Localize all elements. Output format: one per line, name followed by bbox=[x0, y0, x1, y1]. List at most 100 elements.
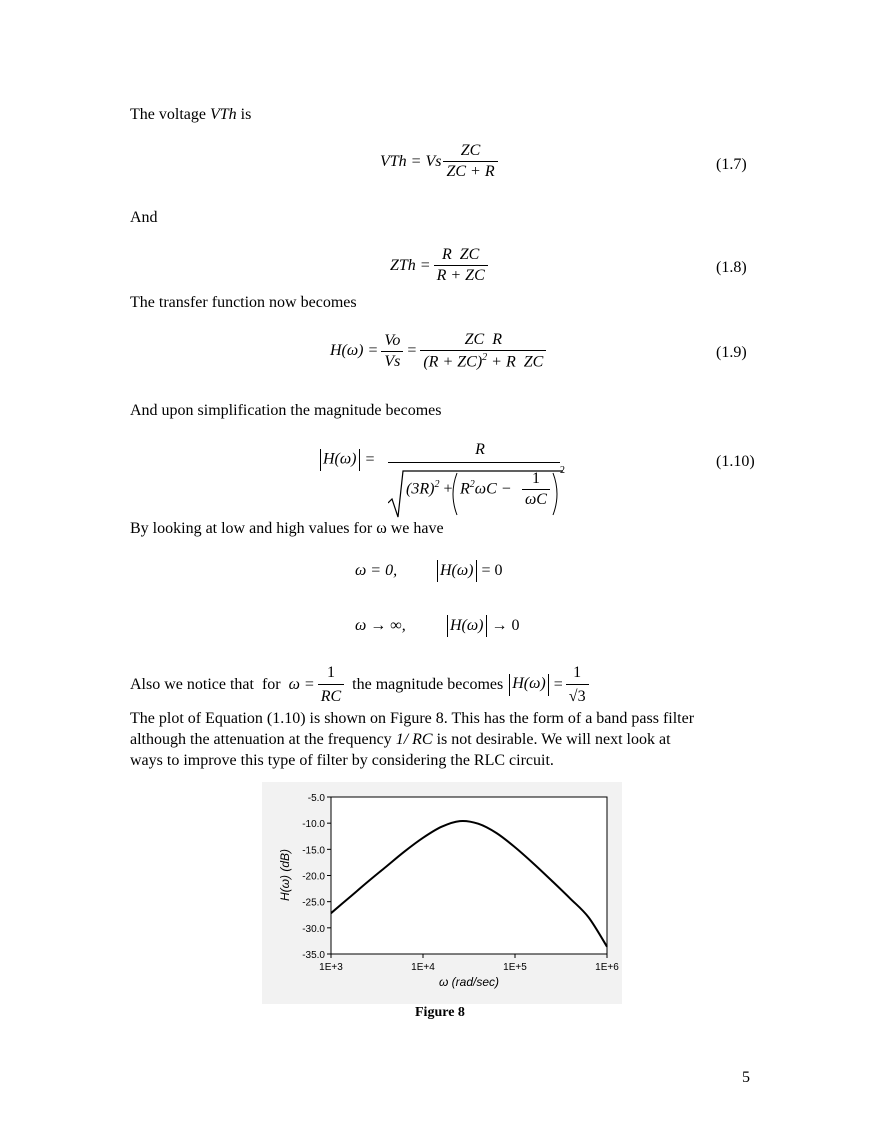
eq17-lhs: VTh = Vs bbox=[380, 152, 442, 170]
eq110-plus: + bbox=[439, 480, 453, 498]
inline-mag-equals: = bbox=[553, 676, 563, 693]
inline-mag-abs-bar-right bbox=[547, 673, 549, 696]
text-and: And bbox=[130, 209, 158, 226]
y-tick-label: -35.0 bbox=[302, 950, 325, 961]
eq19-equals: = bbox=[407, 342, 417, 360]
eq110-sqrt-sign bbox=[388, 470, 563, 518]
limit2-condition: ω → ∞, bbox=[355, 617, 406, 634]
x-axis-ticks: 1E+3 1E+4 1E+5 1E+6 bbox=[319, 954, 619, 973]
equation-1-8: ZTh = R ZC R + ZC bbox=[390, 246, 488, 285]
eq19-frac2-numerator: ZC R bbox=[464, 331, 502, 348]
equation-number-1-8: (1.8) bbox=[716, 259, 747, 276]
eq110-inner-numerator: 1 bbox=[531, 470, 540, 487]
limit1-abs-bar-left bbox=[437, 560, 438, 582]
eq110-abs-bar-right bbox=[358, 449, 360, 471]
eq110-fraction-line bbox=[388, 462, 560, 463]
eq110-right-paren bbox=[552, 472, 558, 516]
y-axis-label: H(ω) (dB) bbox=[278, 849, 292, 901]
limit1-result: = 0 bbox=[481, 562, 503, 579]
y-tick-label: -10.0 bbox=[302, 819, 325, 830]
also-middle: the magnitude becomes bbox=[352, 676, 504, 693]
eq110-lhs: H(ω) bbox=[323, 450, 357, 468]
eq110-numerator: R bbox=[475, 441, 485, 458]
inline-mag-lhs: H(ω) bbox=[512, 675, 546, 693]
para-line-2: although the attenuation at the frequenc… bbox=[130, 729, 770, 750]
eq110-den-part-a: (3R) bbox=[406, 480, 435, 498]
text-low-high: By looking at low and high values for ω … bbox=[130, 520, 444, 537]
eq18-fraction: R ZC R + ZC bbox=[433, 246, 488, 285]
x-tick-label: 1E+4 bbox=[411, 962, 435, 973]
eq110-den-part-c: ωC − bbox=[474, 480, 512, 498]
y-tick-label: -30.0 bbox=[302, 924, 325, 935]
y-tick-label: -15.0 bbox=[302, 845, 325, 856]
text-intro-vth: The voltage VTh is bbox=[130, 104, 251, 125]
eq19-lhs: H(ω) = bbox=[330, 342, 379, 360]
eq110-den-sup-1: 2 bbox=[434, 479, 440, 490]
limit2-abs-bar-left bbox=[447, 615, 448, 637]
eq110-den-part-b: R bbox=[460, 480, 470, 498]
eq110-inner-fraction: 1 ωC bbox=[522, 470, 550, 509]
eq110-left-paren bbox=[452, 472, 458, 516]
limit1-magnitude: H(ω) bbox=[440, 562, 474, 579]
eq19-den-part-b: + R ZC bbox=[487, 353, 544, 371]
eq18-denominator: R + ZC bbox=[433, 265, 488, 285]
inline-omega-fraction: 1 RC bbox=[317, 662, 345, 707]
inline-omega-numerator: 1 bbox=[326, 664, 335, 681]
equation-number-1-9: (1.9) bbox=[716, 344, 747, 361]
equation-1-7: VTh = Vs ZC ZC + R bbox=[380, 142, 498, 181]
inline-mag-abs-bar-left bbox=[509, 673, 511, 696]
inline-omega-lhs: ω = bbox=[288, 676, 315, 693]
eq19-den-part-a: (R + ZC) bbox=[423, 353, 483, 371]
x-axis-label: ω (rad/sec) bbox=[439, 975, 499, 989]
equation-1-9: H(ω) = Vo Vs = ZC R (R + ZC)2 + R ZC bbox=[330, 331, 547, 371]
text-also-notice: Also we notice that for ω = 1 RC the mag… bbox=[130, 662, 589, 707]
para-line-3: ways to improve this type of filter by c… bbox=[130, 752, 554, 769]
equation-1-10: H(ω) = R (3R)2 + R2ωC − 1 ωC 2 bbox=[318, 441, 565, 521]
series-line bbox=[330, 819, 608, 948]
eq110-equals: = bbox=[365, 450, 375, 468]
limit1-abs-bar-right bbox=[475, 560, 477, 582]
x-tick-label: 1E+5 bbox=[503, 962, 527, 973]
equation-number-1-7: (1.7) bbox=[716, 156, 747, 173]
eq110-denominator: (3R)2 + bbox=[406, 479, 452, 498]
eq19-fraction-1: Vo Vs bbox=[381, 331, 404, 371]
limit1-condition: ω = 0, bbox=[355, 562, 398, 579]
eq110-inner-denominator: ωC bbox=[522, 489, 550, 509]
eq19-frac2-denominator: (R + ZC)2 + R ZC bbox=[420, 350, 547, 371]
figure-caption: Figure 8 bbox=[415, 1005, 465, 1020]
y-tick-label: -5.0 bbox=[308, 793, 326, 804]
limit-omega-zero: ω = 0, H(ω) = 0 bbox=[355, 560, 503, 582]
eq19-frac1-denominator: Vs bbox=[381, 350, 404, 371]
paragraph-band-pass: The plot of Equation (1.10) is shown on … bbox=[130, 708, 770, 771]
y-tick-label: -25.0 bbox=[302, 898, 325, 909]
limit2-abs-bar-right bbox=[485, 615, 487, 637]
y-tick-label: -20.0 bbox=[302, 872, 325, 883]
eq18-numerator: R ZC bbox=[441, 246, 480, 263]
y-axis-ticks: -5.0 -10.0 -15.0 -20.0 -25.0 -30.0 -35.0 bbox=[302, 793, 331, 961]
eq17-denominator: ZC + R bbox=[443, 161, 498, 181]
inline-omega-denominator: RC bbox=[317, 684, 345, 707]
eq17-numerator: ZC bbox=[460, 142, 481, 159]
inline-mag-denominator: √3 bbox=[565, 684, 589, 707]
limit2-magnitude: H(ω) bbox=[450, 617, 484, 634]
eq19-den-superscript: 2 bbox=[482, 352, 488, 363]
intro-vth-variable: VTh bbox=[209, 106, 237, 123]
eq17-fraction: ZC ZC + R bbox=[443, 142, 498, 181]
inline-mag-fraction: 1 √3 bbox=[565, 662, 589, 707]
text-transfer-function: The transfer function now becomes bbox=[130, 294, 357, 311]
text-simplification: And upon simplification the magnitude be… bbox=[130, 402, 442, 419]
para-line-1: The plot of Equation (1.10) is shown on … bbox=[130, 710, 695, 727]
para-line-2c: is not desirable. We will next look at bbox=[432, 731, 671, 748]
intro-vth-suffix: is bbox=[236, 106, 252, 123]
eq18-lhs: ZTh = bbox=[390, 256, 431, 274]
eq110-den-inner-group: R2ωC − bbox=[460, 479, 512, 498]
intro-vth-prefix: The voltage bbox=[130, 106, 210, 123]
para-line-2-frequency: 1/ RC bbox=[395, 731, 433, 748]
x-tick-label: 1E+3 bbox=[319, 962, 343, 973]
eq19-frac1-numerator: Vo bbox=[384, 331, 401, 349]
page-number: 5 bbox=[742, 1069, 750, 1086]
para-line-2a: although the attenuation at the frequenc… bbox=[130, 731, 392, 748]
eq110-outer-superscript: 2 bbox=[560, 465, 565, 476]
also-prefix: Also we notice that for bbox=[130, 676, 281, 693]
eq110-abs-bar-left bbox=[320, 449, 321, 471]
